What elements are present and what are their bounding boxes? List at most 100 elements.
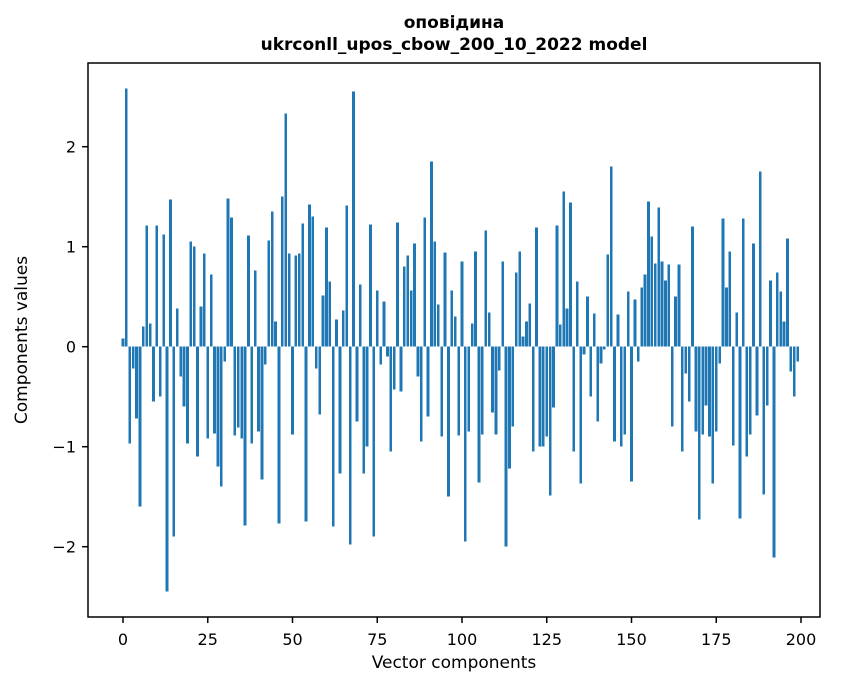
bar-component-54 xyxy=(304,346,308,522)
bar-component-187 xyxy=(755,346,759,416)
bar-component-92 xyxy=(433,241,437,347)
bar-component-163 xyxy=(674,296,677,347)
bar-component-196 xyxy=(786,238,789,347)
bar-component-175 xyxy=(714,346,718,432)
bar-component-87 xyxy=(416,346,420,377)
bar-component-33 xyxy=(233,346,237,436)
bar-component-58 xyxy=(318,346,321,415)
bar-component-5 xyxy=(138,346,142,507)
bar-component-119 xyxy=(525,321,528,347)
bar-component-56 xyxy=(311,216,315,347)
bar-component-123 xyxy=(538,346,542,447)
bar-component-103 xyxy=(470,323,474,347)
bar-component-111 xyxy=(497,346,501,371)
bar-component-129 xyxy=(558,324,562,347)
bar-component-193 xyxy=(775,272,779,347)
bar-component-180 xyxy=(731,346,735,446)
bar-component-110 xyxy=(494,346,498,435)
bar-component-85 xyxy=(409,290,413,347)
bar-component-131 xyxy=(565,308,569,347)
bar-component-53 xyxy=(301,223,305,347)
bar-component-71 xyxy=(362,346,366,474)
bar-component-93 xyxy=(436,304,440,347)
chart-title-line1: оповідина xyxy=(404,13,505,33)
bar-component-80 xyxy=(392,346,396,390)
bar-component-25 xyxy=(206,346,210,439)
bar-component-177 xyxy=(721,218,725,347)
bar-component-44 xyxy=(270,211,274,347)
bar-component-133 xyxy=(572,346,576,452)
y-tick-label: 2 xyxy=(66,138,76,157)
bar-component-166 xyxy=(684,346,688,374)
x-tick-label: 25 xyxy=(198,630,218,649)
bar-component-69 xyxy=(355,346,359,422)
x-tick-label: 150 xyxy=(616,630,647,649)
bar-component-145 xyxy=(613,346,616,442)
bar-component-67 xyxy=(348,346,352,545)
bar-component-146 xyxy=(616,314,620,347)
y-axis-label: Components values xyxy=(12,256,32,424)
bar-component-114 xyxy=(508,346,511,469)
bar-component-160 xyxy=(664,280,667,347)
bar-component-59 xyxy=(321,295,325,347)
bar-component-172 xyxy=(704,346,708,406)
bar-component-151 xyxy=(633,299,637,347)
bar-component-38 xyxy=(250,346,254,444)
bar-component-75 xyxy=(375,290,379,347)
bar-component-17 xyxy=(179,346,182,377)
bar-component-37 xyxy=(247,235,250,347)
bar-component-112 xyxy=(501,261,505,347)
bar-component-176 xyxy=(718,346,722,364)
bar-component-36 xyxy=(243,346,247,526)
bar-component-48 xyxy=(284,113,288,347)
bar-component-41 xyxy=(260,346,264,480)
bar-component-134 xyxy=(575,281,579,347)
bar-component-46 xyxy=(277,346,281,524)
bar-component-126 xyxy=(548,346,552,496)
bar-component-136 xyxy=(582,346,586,355)
bar-component-138 xyxy=(589,346,593,397)
bar-component-29 xyxy=(219,346,223,487)
bar-component-116 xyxy=(514,272,518,347)
bar-component-60 xyxy=(325,227,328,347)
bar-component-192 xyxy=(772,346,776,558)
bar-component-118 xyxy=(521,336,525,347)
bar-component-108 xyxy=(487,312,491,347)
bar-component-127 xyxy=(552,346,555,408)
bar-component-24 xyxy=(202,253,206,347)
bar-component-76 xyxy=(379,346,382,365)
bar-component-149 xyxy=(626,291,630,347)
bar-component-66 xyxy=(345,205,349,347)
y-tick-label: −2 xyxy=(52,538,76,557)
bar-component-140 xyxy=(596,346,599,422)
bar-component-27 xyxy=(213,346,216,434)
bar-component-155 xyxy=(647,201,650,347)
bar-component-170 xyxy=(697,346,701,520)
bar-component-61 xyxy=(328,281,332,347)
bar-component-104 xyxy=(474,251,477,347)
bar-component-115 xyxy=(511,346,515,427)
bar-component-181 xyxy=(735,312,738,347)
bar-component-47 xyxy=(280,196,284,347)
bar-component-113 xyxy=(504,346,508,547)
bar-component-55 xyxy=(308,204,311,347)
bar-component-148 xyxy=(623,346,627,435)
bar-component-141 xyxy=(599,346,603,364)
bar-component-28 xyxy=(216,346,220,467)
bar-component-57 xyxy=(314,346,318,369)
bar-component-137 xyxy=(586,296,589,347)
bar-component-45 xyxy=(274,321,277,347)
x-tick-label: 0 xyxy=(118,630,128,649)
bar-component-194 xyxy=(779,291,783,347)
x-tick-label: 75 xyxy=(367,630,387,649)
bar-component-184 xyxy=(745,346,749,457)
bar-component-144 xyxy=(609,166,613,347)
bar-component-121 xyxy=(531,346,535,452)
x-tick-label: 200 xyxy=(786,630,817,649)
bar-component-189 xyxy=(762,346,766,495)
bar-component-52 xyxy=(297,253,301,347)
bar-component-161 xyxy=(667,264,671,347)
bar-component-21 xyxy=(192,246,196,347)
bar-component-40 xyxy=(257,346,260,432)
